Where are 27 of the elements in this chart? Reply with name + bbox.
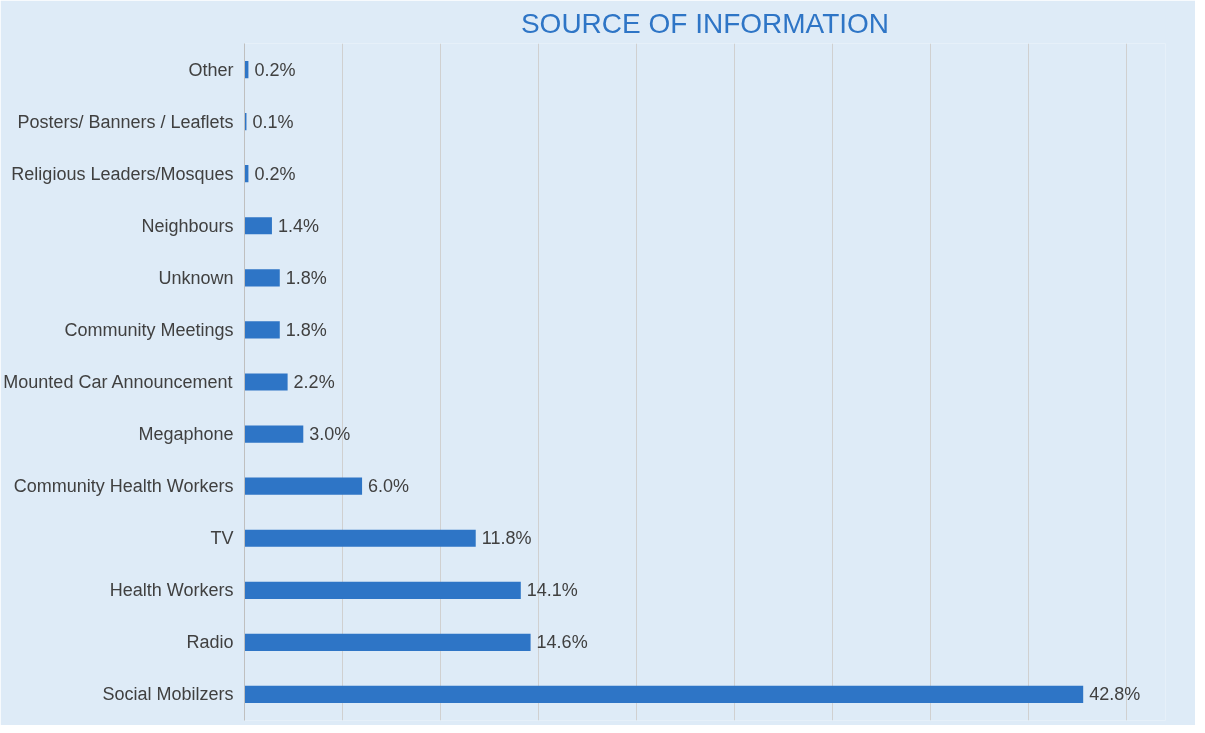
data-label: 14.1%: [526, 580, 578, 601]
y-tick-label: Posters/ Banners / Leaflets: [17, 111, 234, 132]
data-label: 1.8%: [285, 267, 327, 288]
data-label: 0.2%: [254, 59, 296, 80]
y-tick-label: Unknown: [158, 267, 234, 288]
y-tick-label: Neighbours: [141, 215, 234, 236]
data-label: 3.0%: [309, 424, 351, 445]
data-label: 42.8%: [1089, 684, 1141, 705]
y-tick-label: Health Workers: [109, 580, 234, 601]
y-tick-label: TV: [210, 528, 234, 549]
data-label: 1.4%: [277, 215, 319, 236]
data-label: 1.8%: [285, 319, 327, 340]
y-tick-label: Radio: [186, 632, 234, 653]
data-label: 6.0%: [368, 476, 410, 497]
data-label: 0.1%: [252, 111, 294, 132]
y-tick-label: Community Health Workers: [13, 476, 234, 497]
y-tick-label: Other: [188, 59, 234, 80]
y-tick-label: Mounted Car Announcement: [3, 372, 233, 392]
data-label: 0.2%: [254, 163, 296, 184]
data-label: 2.2%: [293, 372, 335, 392]
y-tick-label: Megaphone: [138, 424, 234, 445]
y-tick-label: Social Mobilzers: [102, 684, 234, 705]
data-label: 14.6%: [536, 632, 588, 653]
y-tick-label: Community Meetings: [64, 319, 234, 340]
chart-title: SOURCE OF INFORMATION: [520, 7, 890, 39]
y-tick-label: Religious Leaders/Mosques: [11, 163, 234, 184]
data-label: 11.8%: [481, 528, 532, 549]
